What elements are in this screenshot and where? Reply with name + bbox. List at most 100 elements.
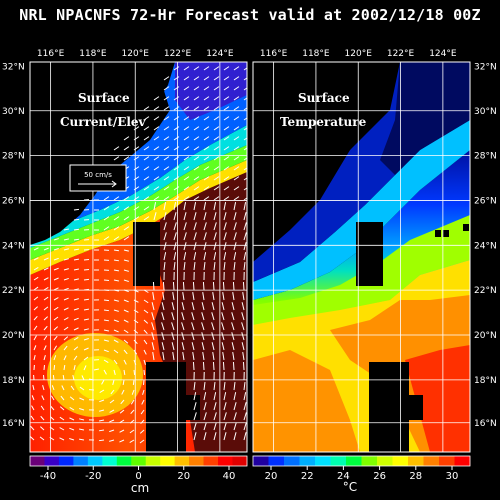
current-vector [53, 267, 59, 271]
current-vector [163, 136, 170, 141]
current-vector [183, 222, 187, 231]
temperature-colorbar: 20 22 24 26 28 30 [252, 455, 471, 482]
current-vector [103, 196, 110, 201]
current-vector [173, 212, 177, 221]
current-vector [223, 186, 230, 191]
current-vector [183, 76, 190, 81]
current-vector [203, 382, 206, 391]
current-vector [63, 336, 69, 341]
current-vector [183, 136, 190, 141]
current-vector [212, 352, 215, 361]
current-vector [243, 197, 247, 201]
current-vector [201, 332, 205, 341]
current-vector [113, 349, 119, 354]
current-vector [223, 176, 230, 181]
current-vector [173, 156, 180, 161]
current-vector [123, 349, 128, 355]
current-vector [113, 216, 120, 221]
current-vector [133, 309, 139, 314]
current-vector [213, 66, 220, 71]
current-vector [63, 297, 69, 301]
current-vector [183, 96, 190, 101]
current-vector [213, 76, 220, 81]
current-vector [163, 106, 170, 111]
current-vector [233, 202, 237, 211]
current-vector [163, 96, 170, 101]
current-vector [143, 309, 149, 314]
latitude-label: 32°N [474, 63, 497, 73]
current-vector [39, 436, 45, 441]
current-vector [151, 322, 155, 331]
current-vector [163, 176, 170, 181]
current-vector [242, 281, 245, 291]
current-vector [120, 399, 125, 405]
current-vector [73, 228, 80, 231]
current-vector [123, 136, 130, 141]
longitude-label: 120°E [345, 49, 373, 59]
current-vector [123, 236, 130, 241]
current-vector [63, 238, 69, 241]
current-vector [129, 439, 135, 444]
colorbar-swatch [58, 456, 74, 466]
current-vector [233, 166, 240, 171]
current-vector [133, 196, 140, 201]
velocity-scale-legend: 50 cm/s [69, 164, 127, 192]
current-vector [119, 409, 125, 414]
current-vector [163, 156, 170, 161]
current-vector [173, 136, 180, 141]
current-vector [243, 87, 247, 91]
current-vector [223, 242, 227, 251]
current-vector [151, 342, 155, 351]
current-vector [193, 382, 196, 391]
current-vector [161, 342, 165, 351]
current-vector [213, 166, 220, 171]
current-vector [223, 196, 230, 201]
current-vector [53, 306, 59, 311]
current-vector [143, 329, 148, 335]
current-vector [73, 355, 78, 361]
current-vector [233, 136, 240, 141]
current-vector [30, 436, 35, 441]
current-vector [133, 136, 140, 141]
current-vector [193, 176, 200, 181]
current-vector [60, 395, 65, 401]
current-vector [33, 315, 38, 321]
current-vector [193, 186, 200, 191]
current-vector [69, 437, 75, 441]
current-vector [193, 252, 197, 261]
current-vector [143, 186, 150, 191]
colorbar-swatch [174, 456, 190, 466]
current-vector [182, 352, 185, 361]
current-vector [213, 106, 220, 111]
current-vector [113, 309, 119, 312]
current-vector [30, 415, 35, 421]
longitude-label: 120°E [122, 49, 150, 59]
current-vector [73, 307, 79, 311]
current-vector [63, 364, 66, 371]
current-vector [183, 186, 190, 191]
current-vector [59, 406, 65, 411]
current-vector [233, 422, 237, 431]
current-vector [243, 157, 247, 161]
current-vector [242, 361, 245, 371]
left-panel-frame [29, 61, 248, 453]
current-vector [63, 317, 69, 321]
current-vector [213, 432, 217, 441]
current-vector [33, 335, 37, 341]
colorbar-swatch [392, 456, 409, 466]
current-vector [122, 379, 125, 386]
current-vector [143, 156, 150, 161]
current-vector [223, 166, 230, 171]
current-vector [201, 302, 205, 311]
current-vector [53, 277, 59, 281]
current-vector [203, 402, 207, 411]
current-vector [143, 299, 149, 304]
current-vector [203, 196, 210, 201]
current-vector [213, 392, 217, 401]
current-vector [173, 66, 180, 71]
current-vector [141, 399, 145, 405]
current-vector [103, 349, 109, 353]
current-vector [213, 242, 217, 251]
current-vector [182, 292, 185, 301]
current-vector [233, 261, 236, 271]
